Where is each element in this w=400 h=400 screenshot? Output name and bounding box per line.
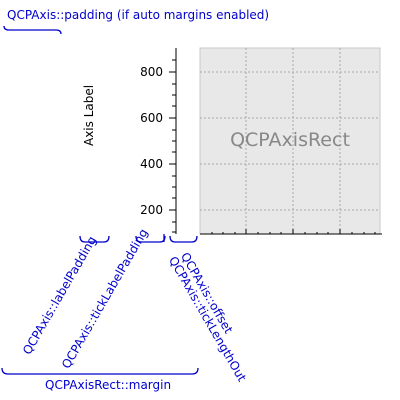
tick-label-600: 600	[140, 111, 163, 125]
grid-lines	[200, 48, 380, 234]
axis-rect-label: QCPAxisRect	[230, 129, 350, 151]
padding-annotation: QCPAxis::padding (if auto margins enable…	[7, 8, 270, 22]
axis-rect-background	[199, 47, 381, 235]
tick-label-400: 400	[140, 157, 163, 171]
dimension-brackets	[1, 25, 199, 375]
margin-bracket	[1, 367, 199, 375]
label-padding-bracket	[79, 235, 110, 243]
offset-bracket	[169, 235, 198, 243]
left-axis	[169, 48, 177, 234]
padding-bracket	[3, 25, 62, 35]
axis-label: Axis Label	[82, 84, 96, 146]
tick-label-200: 200	[140, 203, 163, 217]
bottom-axis	[200, 229, 382, 235]
margin-annotation: QCPAxisRect::margin	[45, 378, 172, 392]
tick-label-800: 800	[140, 65, 163, 79]
